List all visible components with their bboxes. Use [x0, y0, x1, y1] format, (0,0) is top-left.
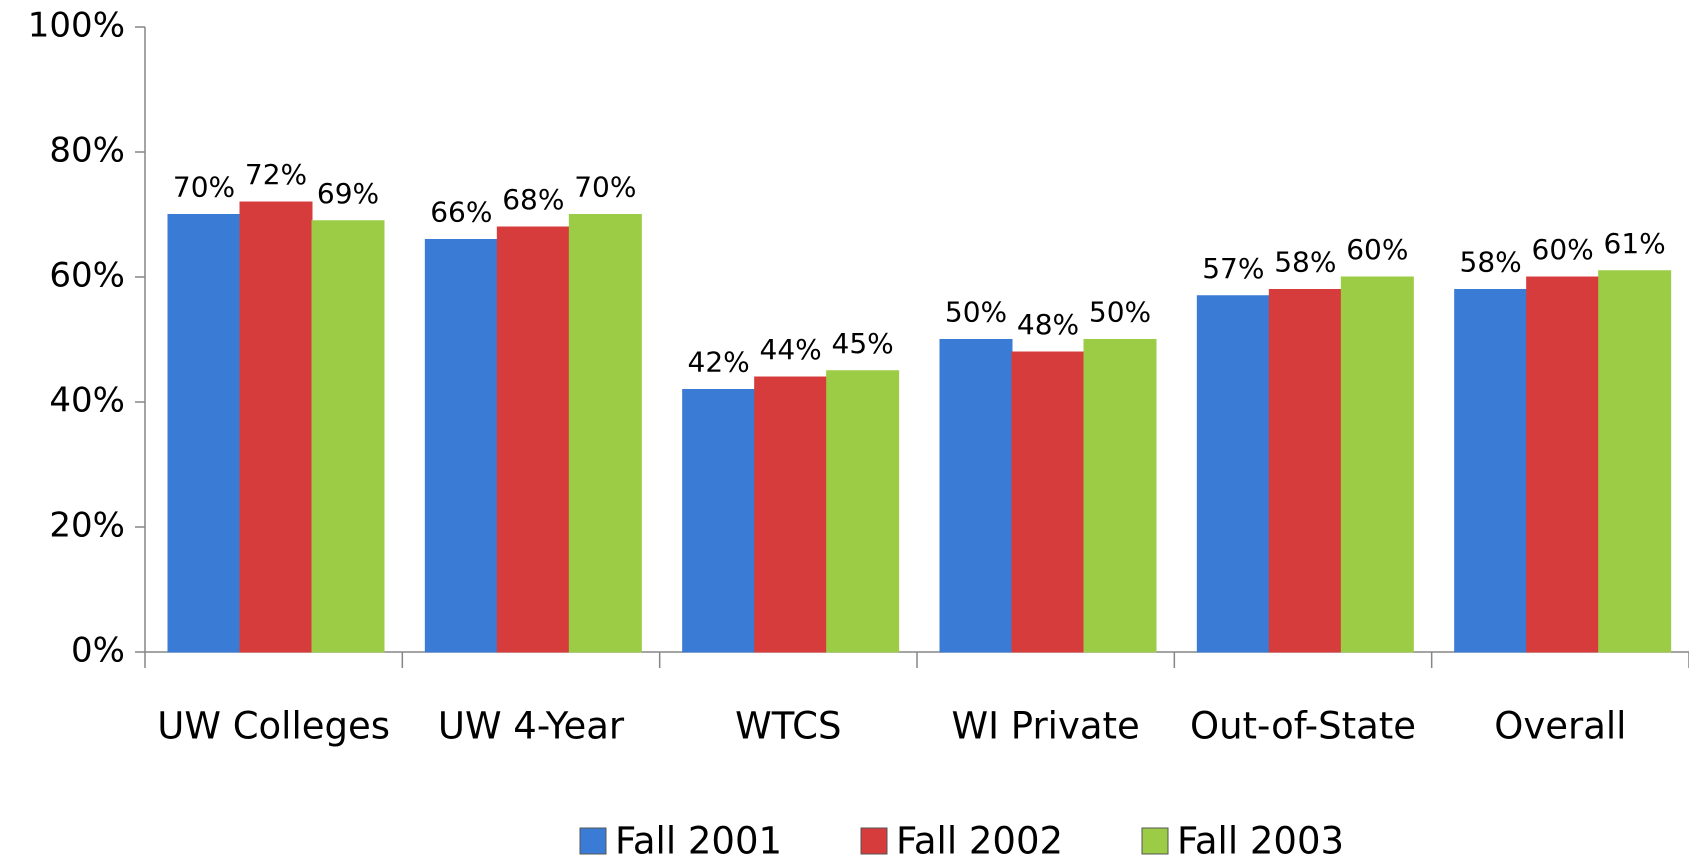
bar-shade — [1526, 276, 1600, 653]
data-label: 50% — [945, 296, 1007, 329]
bar-shade — [1340, 276, 1414, 653]
data-label: 69% — [317, 177, 379, 210]
bar-shade — [424, 239, 498, 653]
data-label: 61% — [1604, 227, 1666, 260]
bar-shade — [167, 214, 241, 653]
bar-shade — [682, 389, 756, 653]
bar-shade — [568, 214, 642, 653]
legend-label: Fall 2002 — [896, 820, 1063, 863]
x-tick-label: Overall — [1494, 705, 1626, 748]
y-tick-label: 80% — [49, 131, 125, 171]
bar-shade — [1268, 289, 1342, 653]
x-tick-label: UW 4-Year — [438, 705, 625, 748]
data-label: 68% — [502, 183, 564, 216]
x-tick-label: UW Colleges — [157, 705, 390, 748]
y-tick-label: 20% — [49, 506, 125, 546]
bar-shade — [1011, 351, 1085, 653]
data-label: 60% — [1346, 233, 1408, 266]
data-label: 44% — [760, 333, 822, 366]
data-label: 66% — [430, 196, 492, 229]
y-tick-label: 100% — [28, 6, 125, 46]
data-label: 42% — [688, 346, 750, 379]
data-label: 72% — [245, 158, 307, 191]
data-label: 50% — [1089, 296, 1151, 329]
bar-shade — [1196, 295, 1270, 653]
bar-shade — [311, 220, 385, 653]
bar-shade — [1598, 270, 1672, 653]
y-tick-label: 60% — [49, 256, 125, 296]
data-label: 57% — [1202, 252, 1264, 285]
bar-shade — [239, 201, 313, 653]
bar-shade — [1454, 289, 1528, 653]
data-label: 60% — [1532, 233, 1594, 266]
x-tick-label: WI Private — [952, 705, 1140, 748]
legend-swatch — [579, 827, 607, 855]
data-label: 58% — [1460, 246, 1522, 279]
bar-shade — [496, 226, 570, 653]
x-tick-label: Out-of-State — [1190, 705, 1416, 748]
data-label: 70% — [574, 171, 636, 204]
data-label: 45% — [832, 327, 894, 360]
x-tick-label: WTCS — [735, 705, 841, 748]
data-label: 70% — [173, 171, 235, 204]
legend-swatch — [1141, 827, 1169, 855]
bar-shade — [1083, 339, 1157, 653]
legend-label: Fall 2001 — [615, 820, 782, 863]
bar-shade — [939, 339, 1013, 653]
y-tick-label: 0% — [71, 631, 125, 671]
data-label: 48% — [1017, 308, 1079, 341]
data-label: 58% — [1274, 246, 1336, 279]
bar-shade — [754, 376, 828, 653]
legend-label: Fall 2003 — [1177, 820, 1344, 863]
bar-shade — [826, 370, 900, 653]
legend-swatch — [860, 827, 888, 855]
y-tick-label: 40% — [49, 381, 125, 421]
